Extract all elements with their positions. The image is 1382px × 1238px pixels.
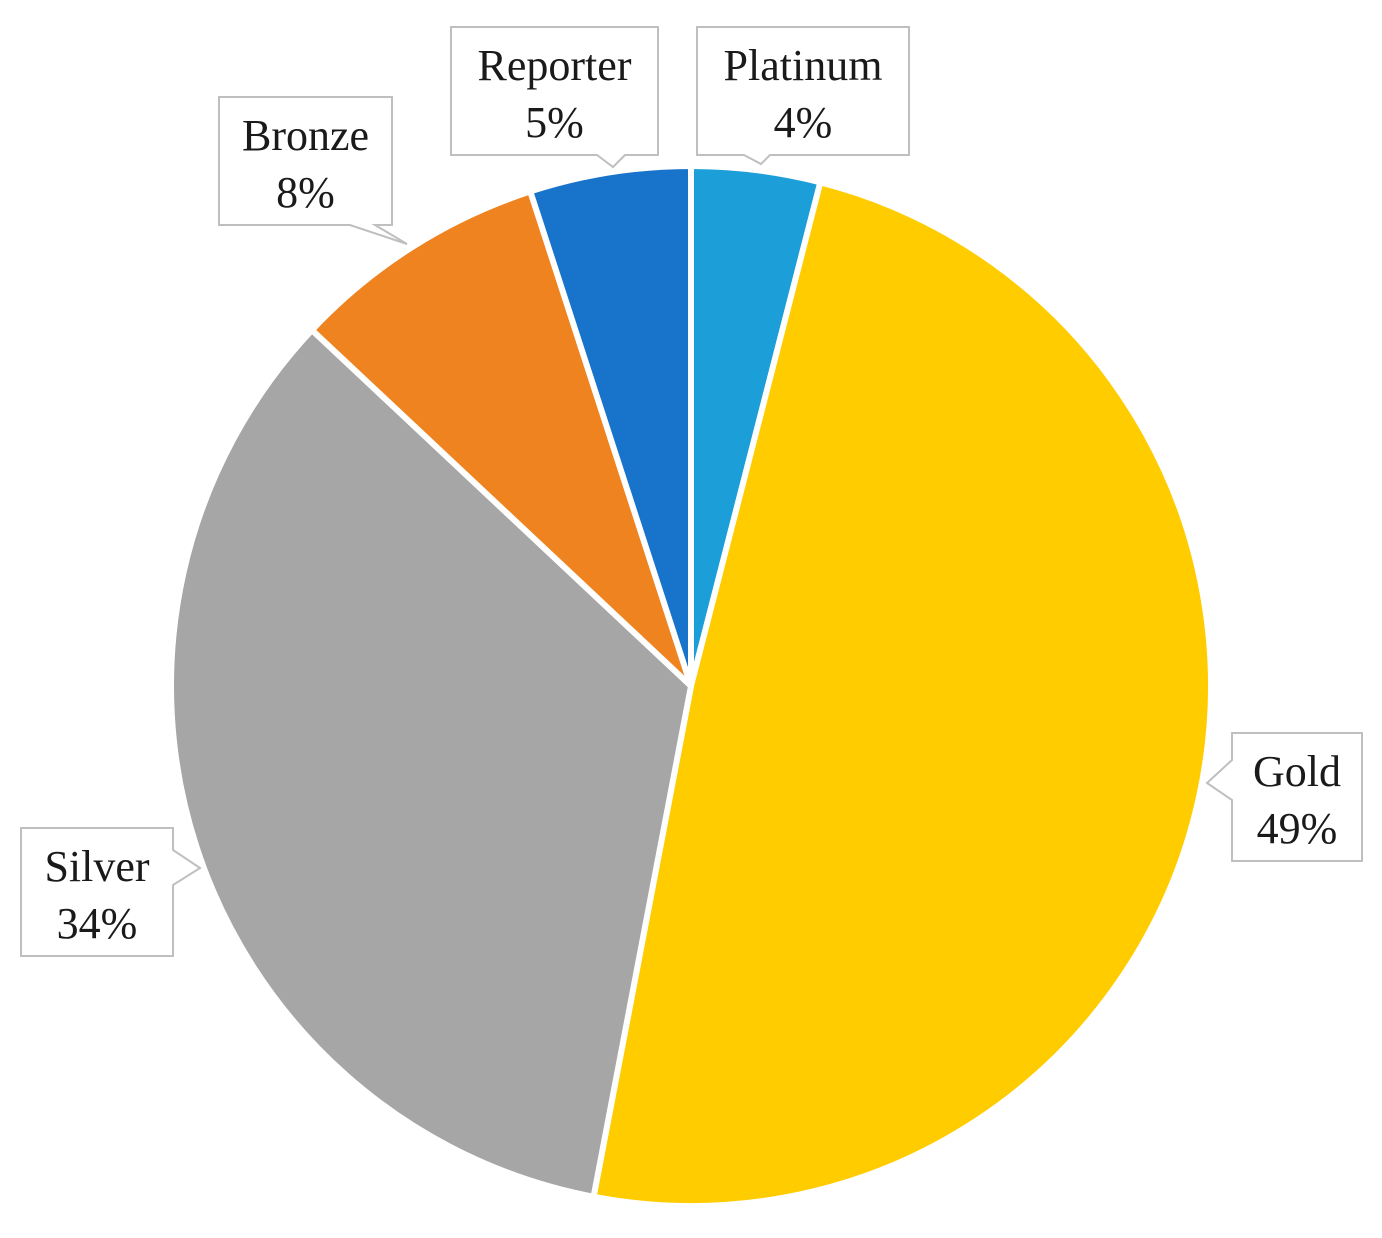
callout-silver: Silver 34% [20, 827, 202, 957]
slice-reporter [527, 163, 694, 689]
callout-bronze: Bronze 8% [218, 96, 408, 245]
callout-reporter: Reporter 5% [450, 26, 659, 169]
data-label-percent: 34% [57, 899, 138, 948]
data-label-percent: 49% [1257, 804, 1338, 853]
pie-slices [168, 163, 1214, 1209]
data-label-percent: 5% [525, 98, 584, 147]
slice-bronze [308, 188, 694, 689]
data-label-callouts: Platinum 4% Gold 49% Silver 34% Bronze 8% Report… [20, 26, 1363, 957]
data-label-category: Bronze [242, 111, 369, 160]
data-label-category: Platinum [724, 41, 883, 90]
callout-box [696, 26, 910, 166]
callout-box [20, 827, 202, 957]
data-label-category: Reporter [478, 41, 632, 90]
callout-box [1205, 732, 1363, 862]
data-label-category: Silver [44, 842, 149, 891]
callout-platinum: Platinum 4% [696, 26, 910, 166]
slice-gold [590, 179, 1214, 1209]
callout-box [450, 26, 659, 169]
data-label-percent: 8% [276, 168, 335, 217]
data-label-percent: 4% [774, 98, 833, 147]
data-label-category: Gold [1253, 747, 1341, 796]
callout-gold: Gold 49% [1205, 732, 1363, 862]
slice-silver [168, 327, 694, 1200]
callout-box [218, 96, 408, 245]
